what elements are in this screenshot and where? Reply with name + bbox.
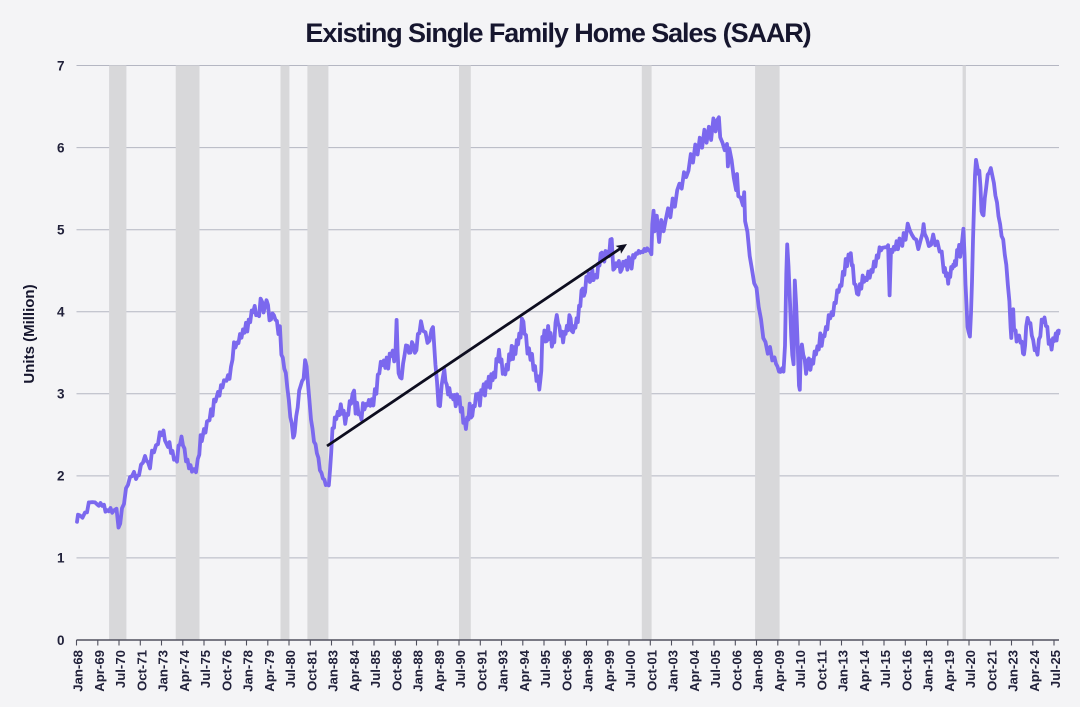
svg-text:Oct-86: Oct-86	[390, 650, 405, 691]
svg-text:Jul-95: Jul-95	[538, 650, 553, 688]
svg-text:Apr-74: Apr-74	[177, 649, 192, 691]
svg-text:Apr-79: Apr-79	[262, 650, 277, 692]
svg-text:Oct-81: Oct-81	[305, 650, 320, 691]
svg-text:Jan-93: Jan-93	[496, 650, 511, 692]
svg-text:0: 0	[57, 633, 65, 648]
svg-text:Jan-88: Jan-88	[411, 650, 426, 692]
svg-text:Jan-73: Jan-73	[156, 650, 171, 692]
svg-text:Apr-04: Apr-04	[687, 649, 702, 691]
svg-text:Oct-91: Oct-91	[475, 650, 490, 691]
svg-text:2: 2	[57, 469, 65, 484]
svg-text:Oct-71: Oct-71	[135, 650, 150, 691]
svg-text:Oct-06: Oct-06	[730, 650, 745, 691]
svg-text:Jul-10: Jul-10	[793, 650, 808, 688]
svg-text:Jul-85: Jul-85	[368, 650, 383, 688]
svg-text:Units (Million): Units (Million)	[21, 284, 38, 383]
svg-text:Oct-96: Oct-96	[560, 650, 575, 691]
svg-text:Apr-69: Apr-69	[92, 650, 107, 692]
svg-text:Jan-08: Jan-08	[751, 650, 766, 692]
svg-text:Existing Single Family Home Sa: Existing Single Family Home Sales (SAAR)	[305, 18, 810, 48]
svg-text:Jan-68: Jan-68	[71, 650, 86, 692]
svg-text:Apr-09: Apr-09	[772, 650, 787, 692]
svg-text:Jul-20: Jul-20	[963, 650, 978, 688]
svg-text:Jan-98: Jan-98	[581, 650, 596, 692]
svg-text:7: 7	[57, 58, 65, 73]
svg-text:6: 6	[57, 140, 65, 155]
svg-text:Apr-89: Apr-89	[432, 650, 447, 692]
svg-text:Jul-70: Jul-70	[113, 650, 128, 688]
svg-text:Oct-11: Oct-11	[815, 650, 830, 690]
svg-text:Jul-15: Jul-15	[878, 650, 893, 688]
svg-text:Oct-76: Oct-76	[220, 650, 235, 691]
svg-text:Jul-90: Jul-90	[453, 650, 468, 688]
svg-text:Oct-16: Oct-16	[900, 650, 915, 691]
svg-text:Apr-14: Apr-14	[857, 649, 872, 691]
svg-text:Jan-13: Jan-13	[836, 650, 851, 692]
svg-text:Jan-03: Jan-03	[666, 650, 681, 692]
svg-text:Jan-18: Jan-18	[921, 650, 936, 692]
svg-text:Jan-83: Jan-83	[326, 650, 341, 692]
svg-text:5: 5	[57, 223, 65, 238]
svg-text:Jan-78: Jan-78	[241, 650, 256, 692]
svg-text:Apr-94: Apr-94	[517, 649, 532, 691]
svg-text:Apr-24: Apr-24	[1027, 649, 1042, 691]
svg-text:Jan-23: Jan-23	[1006, 650, 1021, 692]
svg-text:Apr-19: Apr-19	[942, 650, 957, 692]
svg-text:Apr-84: Apr-84	[347, 649, 362, 691]
svg-text:3: 3	[57, 387, 65, 402]
svg-text:Jul-75: Jul-75	[198, 650, 213, 688]
svg-text:4: 4	[57, 305, 65, 320]
svg-text:Jul-05: Jul-05	[708, 650, 723, 688]
svg-text:Jul-00: Jul-00	[623, 650, 638, 688]
svg-text:Oct-01: Oct-01	[645, 650, 660, 691]
svg-text:1: 1	[57, 551, 65, 566]
svg-text:Apr-99: Apr-99	[602, 650, 617, 692]
svg-text:Jul-80: Jul-80	[283, 650, 298, 688]
svg-text:Jul-25: Jul-25	[1048, 650, 1063, 688]
svg-text:Oct-21: Oct-21	[985, 650, 1000, 691]
